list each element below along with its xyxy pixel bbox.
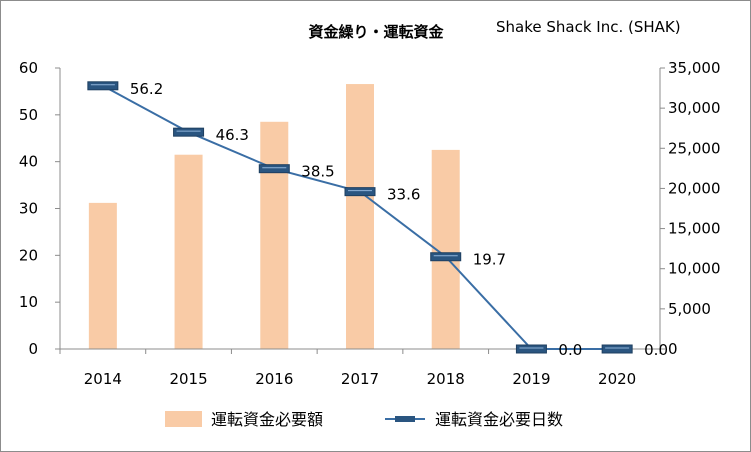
legend-line-label: 運転資金必要日数 <box>435 410 563 429</box>
right-tick-label: 15,000 <box>668 220 721 238</box>
left-tick-label: 50 <box>19 106 38 124</box>
right-tick-label: 25,000 <box>668 139 721 157</box>
company-label: Shake Shack Inc. (SHAK) <box>496 18 681 36</box>
bar-2017 <box>346 84 374 350</box>
plot-area: 0 10 20 30 40 50 60 0 5,000 10,000 15,000 20,000 25,… <box>19 59 721 388</box>
data-label-2020: 0.0 <box>644 341 668 359</box>
left-tick-label: 0 <box>28 340 38 358</box>
left-tick-label: 10 <box>19 293 38 311</box>
chart-title: 資金繰り・運転資金 <box>308 23 444 41</box>
marker-2015 <box>173 127 205 137</box>
x-tick-label-2017: 2017 <box>341 370 379 388</box>
marker-2014 <box>87 81 119 91</box>
data-label-2018: 19.7 <box>473 251 506 269</box>
legend-line-marker <box>395 416 415 422</box>
data-label-2014: 56.2 <box>130 80 163 98</box>
right-tick-label: 35,000 <box>668 59 721 77</box>
right-tick-label: 5,000 <box>668 300 711 318</box>
x-tick-label-2014: 2014 <box>84 370 122 388</box>
marker-2017 <box>344 187 376 197</box>
x-tick-label-2019: 2019 <box>512 370 550 388</box>
x-tick-label-2015: 2015 <box>169 370 207 388</box>
x-tick-label-2018: 2018 <box>427 370 465 388</box>
data-label-2017: 33.6 <box>387 186 420 204</box>
bar-2015 <box>174 154 203 349</box>
right-tick-label: 30,000 <box>668 99 721 117</box>
left-tick-label: 40 <box>19 153 38 171</box>
marker-2020 <box>601 344 633 354</box>
legend-bar-label: 運転資金必要額 <box>211 410 323 429</box>
data-label-2016: 38.5 <box>301 163 334 181</box>
marker-2016 <box>258 164 290 174</box>
legend-bar-swatch <box>165 411 202 427</box>
x-tick-label-2020: 2020 <box>598 370 636 388</box>
right-tick-label: 0 <box>668 340 678 358</box>
marker-2018 <box>430 252 462 262</box>
left-tick-label: 30 <box>19 200 38 218</box>
data-label-2015: 46.3 <box>216 126 249 144</box>
x-tick-label-2016: 2016 <box>255 370 293 388</box>
right-tick-label: 20,000 <box>668 179 721 197</box>
left-tick-label: 60 <box>19 59 38 77</box>
data-label-2019: 0.0 <box>558 341 582 359</box>
marker-2019 <box>515 344 547 354</box>
right-tick-label: 10,000 <box>668 260 721 278</box>
bar-2014 <box>88 202 117 349</box>
left-tick-label: 20 <box>19 246 38 264</box>
legend: 運転資金必要額 運転資金必要日数 <box>165 410 563 429</box>
bar-2016 <box>260 121 289 349</box>
